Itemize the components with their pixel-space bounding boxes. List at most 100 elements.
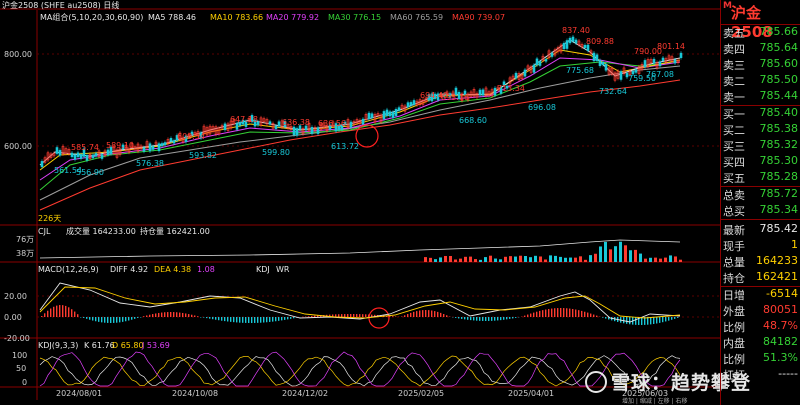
- candle-body: [475, 92, 479, 98]
- candle-body: [145, 141, 149, 149]
- macd-bar: [158, 312, 160, 317]
- candle-body: [217, 127, 221, 135]
- candle-body: [532, 64, 536, 73]
- candle-body: [526, 65, 530, 71]
- macd-bar: [560, 308, 562, 317]
- candle-body: [385, 109, 389, 116]
- macd-bar: [110, 317, 112, 323]
- macd-bar: [149, 314, 151, 317]
- macd-bar: [119, 317, 121, 323]
- macd-bar: [554, 308, 556, 317]
- quote-label: 买四: [723, 156, 745, 169]
- candle-body: [601, 61, 605, 65]
- bid-row: 买二 785.38: [721, 122, 800, 138]
- total-row: 总卖 785.72: [721, 187, 800, 203]
- candle-body: [343, 121, 347, 125]
- stat-row: 比例 48.7%: [721, 319, 800, 335]
- macd-bar: [44, 313, 46, 317]
- candle-body: [583, 44, 587, 48]
- ma-title[interactable]: MA组合(5,10,20,30,60,90): [40, 12, 143, 22]
- candle-body: [244, 121, 248, 127]
- candle-body: [397, 107, 401, 111]
- symbol-title: 沪金2508 (SHFE au2508) 日线: [2, 0, 119, 10]
- macd-histogram: [41, 305, 679, 325]
- candle-body: [91, 154, 95, 159]
- volume-bar: [484, 257, 487, 262]
- quote-label: 卖五: [723, 27, 745, 40]
- candle-body: [643, 60, 647, 68]
- candle-body: [676, 59, 680, 63]
- candle-body: [361, 118, 365, 125]
- candle-body: [412, 100, 416, 105]
- macd-bar: [590, 313, 592, 317]
- kdj-tab[interactable]: KDJ: [256, 265, 270, 274]
- kdj-label: KDJ(9,3,3): [38, 341, 78, 350]
- macd-bar: [275, 317, 277, 322]
- macd-bar: [203, 317, 205, 318]
- annot-high: 809.88: [586, 37, 614, 46]
- macd-bar: [440, 312, 442, 317]
- quote-label: 外盘: [723, 305, 745, 318]
- candle-body: [322, 122, 326, 128]
- kline-chart[interactable]: 沪金2508 (SHFE au2508) 日线 MA组合(5,10,20,30,…: [0, 0, 720, 405]
- volume-bar: [629, 250, 632, 262]
- macd-bar: [653, 317, 655, 324]
- quote-value: 785.60: [759, 57, 799, 70]
- candle-body: [250, 115, 254, 123]
- candle-body: [52, 153, 56, 157]
- wr-tab[interactable]: WR: [276, 265, 290, 274]
- candle-body: [547, 50, 551, 59]
- kdj-tick: 50: [16, 364, 26, 373]
- quote-value: 785.38: [759, 122, 799, 135]
- macd-bar: [428, 310, 430, 317]
- macd-bar: [527, 314, 529, 317]
- divider: [721, 105, 800, 106]
- candle-body: [70, 152, 74, 158]
- candle-body: [382, 111, 386, 120]
- bid-row: 买一 785.40: [721, 106, 800, 122]
- candle-body: [463, 90, 467, 96]
- candle-body: [433, 93, 437, 99]
- candle-body: [415, 100, 419, 106]
- quote-label: 内盘: [723, 337, 745, 350]
- stat-row: 总量 164233: [721, 254, 800, 270]
- macd-bar: [581, 310, 583, 317]
- candle-body: [49, 153, 53, 158]
- macd-bar: [365, 314, 367, 317]
- volume-bar: [524, 256, 527, 262]
- candlesticks: [40, 35, 683, 169]
- snowball-logo-icon: [585, 371, 607, 393]
- candle-body: [133, 146, 137, 150]
- macd-bar: [356, 314, 358, 317]
- date-tick: 2024/10/08: [172, 389, 218, 398]
- candle-body: [484, 87, 488, 97]
- quote-label: 日增: [723, 289, 745, 302]
- macd-bar: [80, 317, 82, 318]
- macd-bar: [506, 317, 508, 320]
- candle-body: [46, 152, 50, 161]
- macd-bar: [83, 317, 85, 318]
- volume-bar: [454, 259, 457, 262]
- zoom-controls[interactable]: 增加 | 缩减 | 左移 | 右移: [622, 397, 688, 405]
- macd-bar: [485, 317, 487, 321]
- candle-body: [598, 60, 602, 66]
- candle-body: [445, 91, 449, 95]
- annot-low: 775.68: [566, 66, 594, 75]
- macd-bar: [308, 316, 310, 317]
- ask-row: 卖五 785.66: [721, 25, 800, 41]
- quote-value: -6514: [766, 287, 798, 300]
- candle-body: [193, 132, 197, 136]
- macd-bar: [215, 317, 217, 320]
- macd-tick: 0.00: [4, 313, 22, 322]
- macd-bar: [341, 314, 343, 317]
- macd-bar: [104, 317, 106, 323]
- macd-bar: [671, 317, 673, 320]
- candle-body: [667, 55, 671, 60]
- volume-bar: [504, 256, 507, 262]
- macd-bar: [143, 316, 145, 317]
- quote-value: 785.64: [759, 41, 799, 54]
- ma-legend-item: MA60 765.59: [390, 13, 443, 22]
- kdj-lines: [39, 351, 681, 387]
- macd-dea: DEA 4.38: [154, 265, 191, 274]
- macd-bar: [497, 317, 499, 321]
